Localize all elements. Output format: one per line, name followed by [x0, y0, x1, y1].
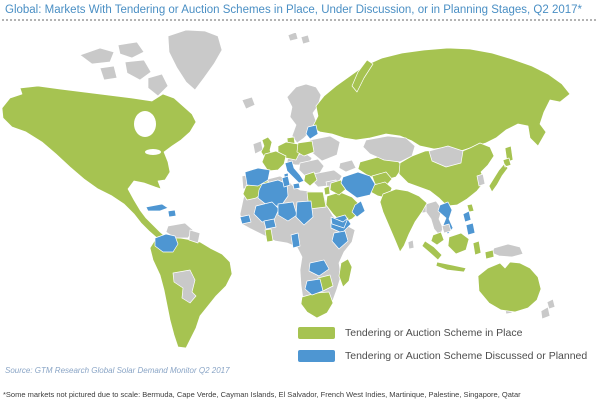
- country-sulawesi: [472, 240, 495, 260]
- country-new-guinea: [491, 243, 524, 258]
- country-greenland: [167, 29, 223, 91]
- country-ghana: [264, 228, 274, 243]
- country-greece: [303, 171, 318, 187]
- country-hispaniola: [167, 209, 177, 218]
- country-botswana: [304, 278, 324, 296]
- legend-swatch-in-place: [298, 327, 335, 339]
- country-novaya-zemlya: [351, 59, 374, 93]
- country-sakhalin: [504, 145, 514, 163]
- legend-swatch-discussed: [298, 350, 335, 362]
- footnote: *Some markets not pictured due to scale:…: [3, 390, 521, 399]
- country-yemen: [330, 216, 349, 229]
- country-south-africa: [300, 291, 334, 319]
- legend-item-in-place: Tendering or Auction Scheme in Place: [298, 327, 578, 339]
- country-tunisia: [281, 175, 291, 188]
- country-guyanas: [188, 229, 201, 244]
- country-sri-lanka: [407, 239, 415, 250]
- country-sumatra: [421, 240, 443, 261]
- country-niger: [277, 201, 298, 222]
- regions-no-scheme-overlay: [165, 135, 486, 304]
- country-south-korea: [476, 173, 486, 187]
- water-overlays: [134, 111, 161, 155]
- country-kazakhstan: [362, 135, 416, 163]
- country-chad: [295, 200, 314, 226]
- country-india: [379, 188, 428, 253]
- country-ukraine: [309, 135, 341, 162]
- great-lakes: [145, 149, 161, 155]
- page-title: Global: Markets With Tendering or Auctio…: [5, 4, 583, 16]
- country-baltics: [305, 124, 319, 140]
- country-japan: [488, 157, 512, 193]
- country-cameroon: [290, 232, 301, 249]
- country-colombia: [154, 233, 179, 253]
- country-borneo: [447, 232, 470, 255]
- legend-label-in-place: Tendering or Auction Scheme in Place: [345, 327, 523, 339]
- country-venezuela: [165, 222, 194, 239]
- country-philippines: [462, 210, 476, 236]
- country-iceland: [241, 96, 256, 110]
- country-malaysia: [430, 231, 445, 246]
- country-cambodia: [441, 223, 452, 234]
- regions-scheme-discussed: [145, 124, 476, 296]
- country-mongolia: [428, 145, 464, 168]
- country-kenya: [331, 230, 349, 250]
- title-divider: [2, 19, 596, 21]
- country-cuba: [145, 203, 169, 212]
- hudson-bay: [134, 111, 156, 137]
- map-legend: Tendering or Auction Scheme in Place Ten…: [298, 327, 587, 373]
- country-zambia: [308, 259, 330, 277]
- country-north-america: [1, 85, 197, 246]
- country-spain: [244, 167, 271, 187]
- country-caucasus: [338, 159, 357, 173]
- country-burkina-faso: [263, 218, 277, 230]
- country-java: [435, 261, 467, 273]
- country-oman: [351, 200, 366, 218]
- country-new-zealand: [540, 298, 556, 320]
- country-australia: [477, 261, 542, 313]
- country-poland: [296, 140, 315, 157]
- country-svalbard: [287, 31, 311, 45]
- country-france: [261, 150, 287, 172]
- regions-no-scheme-top: [441, 223, 452, 234]
- country-bolivia-paraguay: [172, 269, 197, 304]
- source-note: Source: GTM Research Global Solar Demand…: [5, 366, 230, 375]
- legend-item-discussed: Tendering or Auction Scheme Discussed or…: [298, 350, 587, 362]
- legend-label-discussed: Tendering or Auction Scheme Discussed or…: [345, 350, 588, 362]
- country-senegal: [239, 214, 252, 225]
- country-madagascar: [338, 258, 353, 288]
- country-taiwan: [466, 203, 475, 213]
- country-jordan-israel: [323, 185, 331, 196]
- country-russia: [311, 47, 571, 152]
- country-arctic-islands: [79, 41, 169, 97]
- country-iran: [340, 171, 376, 199]
